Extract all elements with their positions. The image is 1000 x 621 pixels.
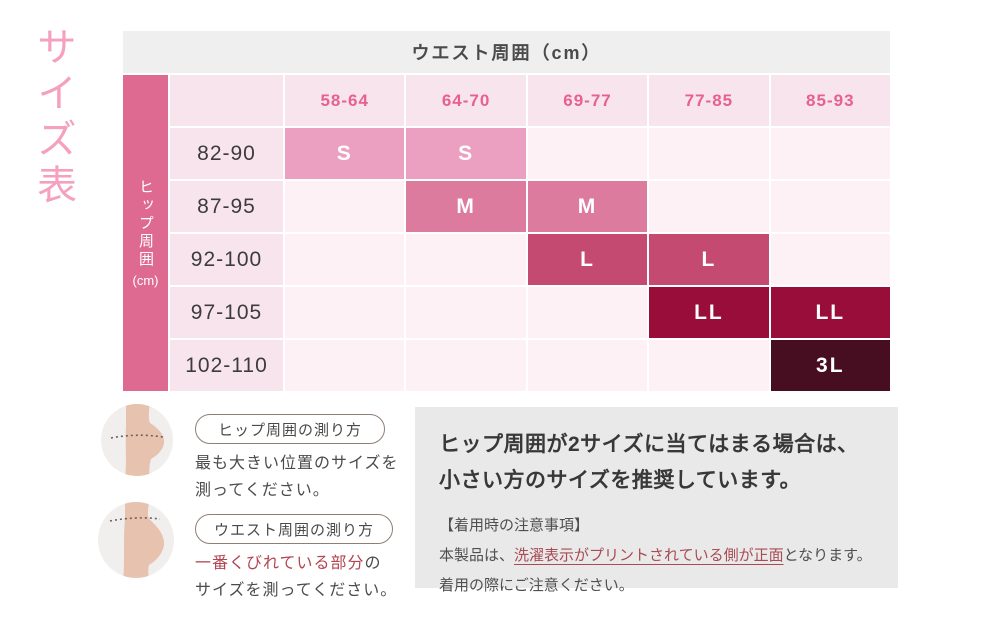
size-cell-empty [285,181,405,232]
size-cell-empty [649,128,769,179]
hip-header-label: ヒップ周囲 [137,178,154,269]
size-cell-ll: LL [770,287,890,338]
waist-measure-icon [98,502,174,578]
size-cell-empty [770,234,890,285]
hip-measure-pill-label: ヒップ周囲の測り方 [217,421,362,439]
size-cell-empty [649,340,769,391]
notice-body-line1: 本製品は、洗濯表示がプリントされている側が正面となります。 [439,541,874,571]
waist-measure-pill-label: ウエスト周囲の測り方 [213,521,374,539]
hip-range-label-92-100: 92-100 [170,234,283,285]
size-cell-m: M [406,181,526,232]
waist-desc-red-text: 一番くびれている部分 [195,555,365,572]
notice-heading-line2: 小さい方のサイズを推奨しています。 [439,469,802,492]
corner-cell [170,75,283,126]
notice-body-suffix: となります。 [783,547,872,564]
size-cell-empty [406,340,526,391]
notice-body-red-underline: 洗濯表示がプリントされている側が正面 [514,547,784,564]
waist-range-header-69-77: 69-77 [527,75,648,126]
hip-range-label-87-95: 87-95 [170,181,283,232]
waist-range-header-64-70: 64-70 [406,75,526,126]
size-cell-l: L [527,234,648,285]
waist-measure-description: 一番くびれている部分の サイズを測ってください。 [195,550,397,604]
size-cell-empty [406,234,526,285]
waist-range-header-77-85: 77-85 [649,75,769,126]
page-title: サイズ表 [31,26,75,210]
size-cell-m: M [527,181,648,232]
size-cell-empty [527,340,648,391]
size-cell-s: S [406,128,526,179]
hip-circumference-header: ヒップ周囲 (cm) [123,75,168,391]
notice-body-prefix: 本製品は、 [439,547,515,564]
size-cell-empty [285,340,405,391]
size-cell-ll: LL [649,287,769,338]
hip-silhouette [110,404,165,476]
waist-silhouette [109,502,165,578]
hip-measure-pill: ヒップ周囲の測り方 [195,414,385,444]
waist-desc-line1: 一番くびれている部分の [195,550,397,577]
waist-measure-pill: ウエスト周囲の測り方 [195,514,393,544]
notice-heading: ヒップ周囲が2サイズに当てはまる場合は、 小さい方のサイズを推奨しています。 [439,427,874,499]
hip-desc-line1: 最も大きい位置のサイズを [195,455,399,472]
hip-measure-description: 最も大きい位置のサイズを 測ってください。 [195,450,399,504]
size-cell-empty [527,287,648,338]
notice-body-line2: 着用の際にご注意ください。 [439,577,634,594]
waist-circumference-header: ウエスト周囲（cm） [123,31,890,73]
hip-header-unit: (cm) [132,272,159,288]
hip-range-label-82-90: 82-90 [170,128,283,179]
size-grid: ヒップ周囲 (cm) 58-64 64-70 69-77 77-85 85-93… [123,75,890,391]
notice-box: ヒップ周囲が2サイズに当てはまる場合は、 小さい方のサイズを推奨しています。 【… [415,407,898,594]
size-cell-empty [649,181,769,232]
notice-heading-line1: ヒップ周囲が2サイズに当てはまる場合は、 [439,433,859,456]
size-cell-3l: 3L [770,340,890,391]
waist-range-header-85-93: 85-93 [770,75,890,126]
size-cell-empty [527,128,648,179]
size-cell-empty [406,287,526,338]
hip-range-label-97-105: 97-105 [170,287,283,338]
size-cell-s: S [285,128,405,179]
hip-desc-line2: 測ってください。 [195,482,330,499]
hip-range-label-102-110: 102-110 [170,340,283,391]
waist-range-header-58-64: 58-64 [285,75,405,126]
size-cell-empty [285,234,405,285]
size-cell-empty [285,287,405,338]
size-cell-l: L [649,234,769,285]
waist-desc-line2: サイズを測ってください。 [195,582,398,599]
size-cell-empty [770,181,890,232]
hip-measure-icon [101,404,173,476]
waist-desc-suffix: の [364,555,382,572]
size-chart-table: ウエスト周囲（cm） ヒップ周囲 (cm) 58-64 64-70 69-77 … [123,31,890,391]
notice-subheading: 【着用時の注意事項】 [439,517,590,534]
size-cell-empty [770,128,890,179]
